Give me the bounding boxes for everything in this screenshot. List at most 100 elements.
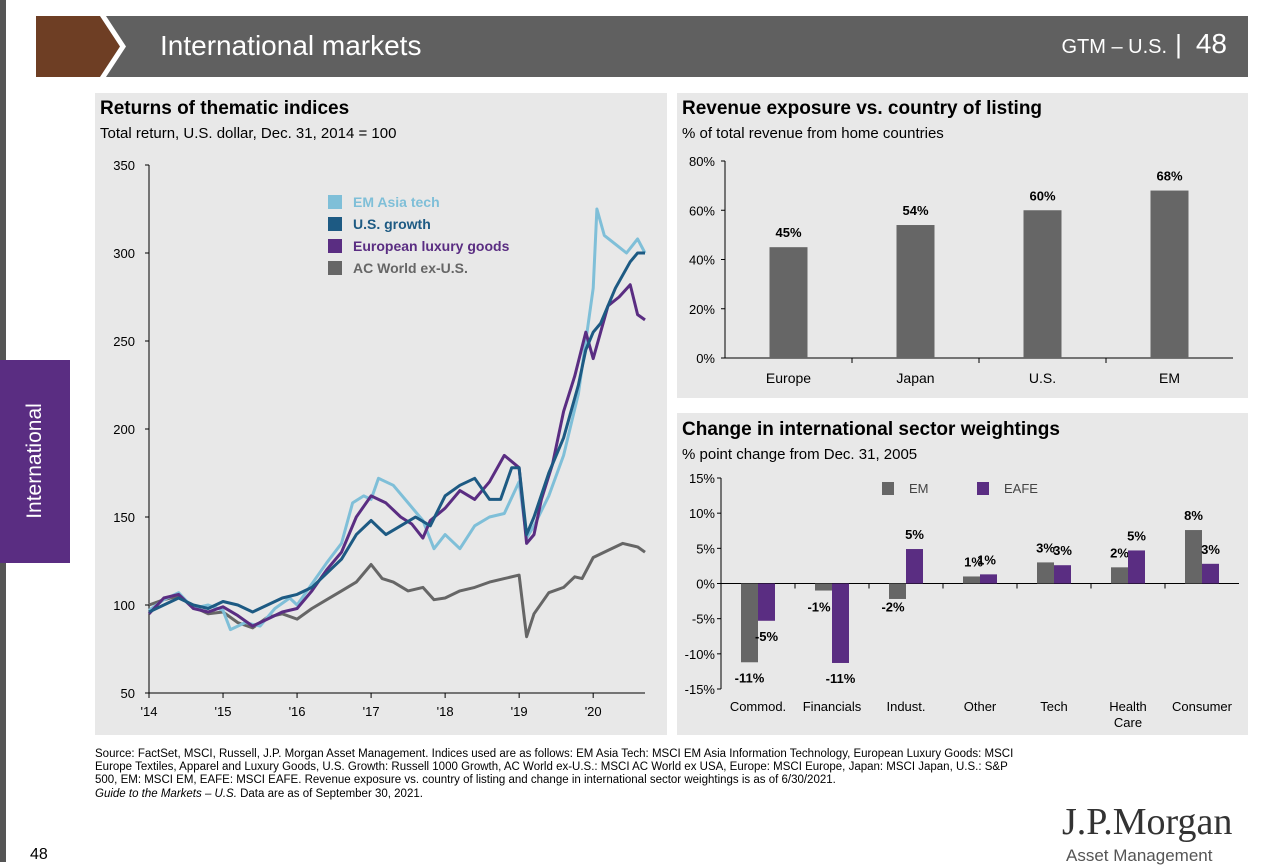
bar [889,583,906,599]
legend-label: EM [909,481,929,496]
source-tail: Data are as of September 30, 2021. [236,787,423,800]
sector-bar-chart: -15% -10% -5% 0% 5% 10% 15% EM EAFE -11% -5% Commod… [685,471,1239,730]
bar-value-label: -5% [755,629,779,644]
x-category-label: Tech [1040,699,1067,714]
sector-title: Change in international sector weighting… [682,419,1060,440]
series-line [148,541,646,639]
bar-value-label: 1% [964,554,983,569]
y-tick-label: 150 [113,510,135,525]
x-category-label: Japan [896,370,934,386]
bar [1054,565,1071,584]
x-category-label: Commod. [730,699,786,714]
bar-value-label: -11% [826,671,856,686]
legend-swatch [328,239,342,253]
bar [1150,190,1189,358]
x-category-label: U.S. [1029,370,1056,386]
gtm-label: GTM – U.S. | 48 [1062,28,1228,63]
bar [896,225,935,358]
y-tick-label: 5% [696,541,715,556]
bar [1111,567,1128,584]
bar [963,576,980,584]
legend-swatch [977,482,989,495]
bar-value-label: -11% [735,670,765,685]
bar [1202,563,1219,584]
section-tab-label: International [23,403,46,519]
y-tick-label: 40% [689,253,715,268]
x-category-label: Other [964,699,997,714]
y-tick-label: 80% [689,154,715,169]
returns-title: Returns of thematic indices [100,98,350,119]
x-tick-label: '18 [437,704,454,719]
bar-value-label: 3% [1036,540,1055,555]
x-tick-label: '17 [363,704,380,719]
header-bar [36,16,1248,77]
bar [769,247,808,358]
page-number: 48 [30,846,48,863]
x-tick-label: '14 [141,704,158,719]
legend-swatch [328,261,342,275]
legend-swatch [882,482,894,495]
source-note: Source: FactSet, MSCI, Russell, J.P. Mor… [95,748,1025,801]
revenue-subtitle: % of total revenue from home countries [682,125,944,142]
left-edge-bar [0,0,6,360]
legend-label: EM Asia tech [353,194,440,210]
jpmorgan-logo: J.P.Morgan [1062,801,1233,843]
bar-value-label: 45% [775,225,801,240]
bar [1023,210,1062,358]
y-tick-label: 10% [689,506,715,521]
legend-label: AC World ex-U.S. [353,260,468,276]
x-category-label: Consumer [1172,699,1233,714]
bar [758,583,775,621]
left-edge-bar-lower [0,563,6,862]
section-tab[interactable]: International [0,360,70,563]
bar-value-label: 54% [902,203,928,218]
bar [980,574,997,584]
x-tick-label: '16 [289,704,306,719]
sector-panel [677,413,1248,735]
y-tick-label: -10% [685,647,716,662]
x-tick-label: '15 [215,704,232,719]
revenue-title: Revenue exposure vs. country of listing [682,98,1043,119]
x-category-label: Europe [766,370,811,386]
x-category-label: Health [1109,699,1147,714]
bar-value-label: 1% [977,552,996,567]
x-category-label: Financials [803,699,862,714]
y-tick-label: 100 [113,598,135,613]
bar-value-label: -2% [881,600,905,615]
bar [815,583,832,591]
y-tick-label: 0% [696,577,715,592]
legend-swatch [328,195,342,209]
sector-subtitle: % point change from Dec. 31, 2005 [682,446,918,463]
bar-value-label: 3% [1201,542,1220,557]
header-page-number: 48 [1195,28,1227,59]
bar-value-label: 5% [905,527,924,542]
bar [1128,550,1145,584]
header-chevron [36,16,126,77]
gtm-text: GTM – U.S. [1061,36,1168,58]
page-title: International markets [160,30,422,61]
y-tick-label: 15% [689,471,715,486]
x-tick-label: '19 [511,704,528,719]
series-line [148,251,645,614]
bar [832,583,849,663]
y-tick-label: -15% [685,682,716,697]
bar [906,549,923,584]
legend-label: European luxury goods [353,238,510,254]
bar [1037,562,1054,584]
jpmorgan-logo-sub: Asset Management [1066,846,1213,865]
header-divider: | [1175,29,1182,59]
y-tick-label: 300 [113,246,135,261]
bar-value-label: 2% [1110,545,1129,560]
bar-value-label: 68% [1156,169,1182,184]
source-italic: Guide to the Markets – U.S. [95,787,237,800]
bar-value-label: 3% [1053,543,1072,558]
y-tick-label: 0% [696,351,715,366]
source-text: Source: FactSet, MSCI, Russell, J.P. Mor… [95,748,1014,787]
y-tick-label: 250 [113,334,135,349]
y-tick-label: 60% [689,203,715,218]
y-tick-label: 20% [689,302,715,317]
legend-label: EAFE [1004,481,1038,496]
returns-line-chart: 50 100 150 200 250 300 350 '14 '15 '16 '17 '18 '19 '2… [113,158,647,719]
x-category-label: EM [1159,370,1180,386]
bar [1185,530,1202,584]
